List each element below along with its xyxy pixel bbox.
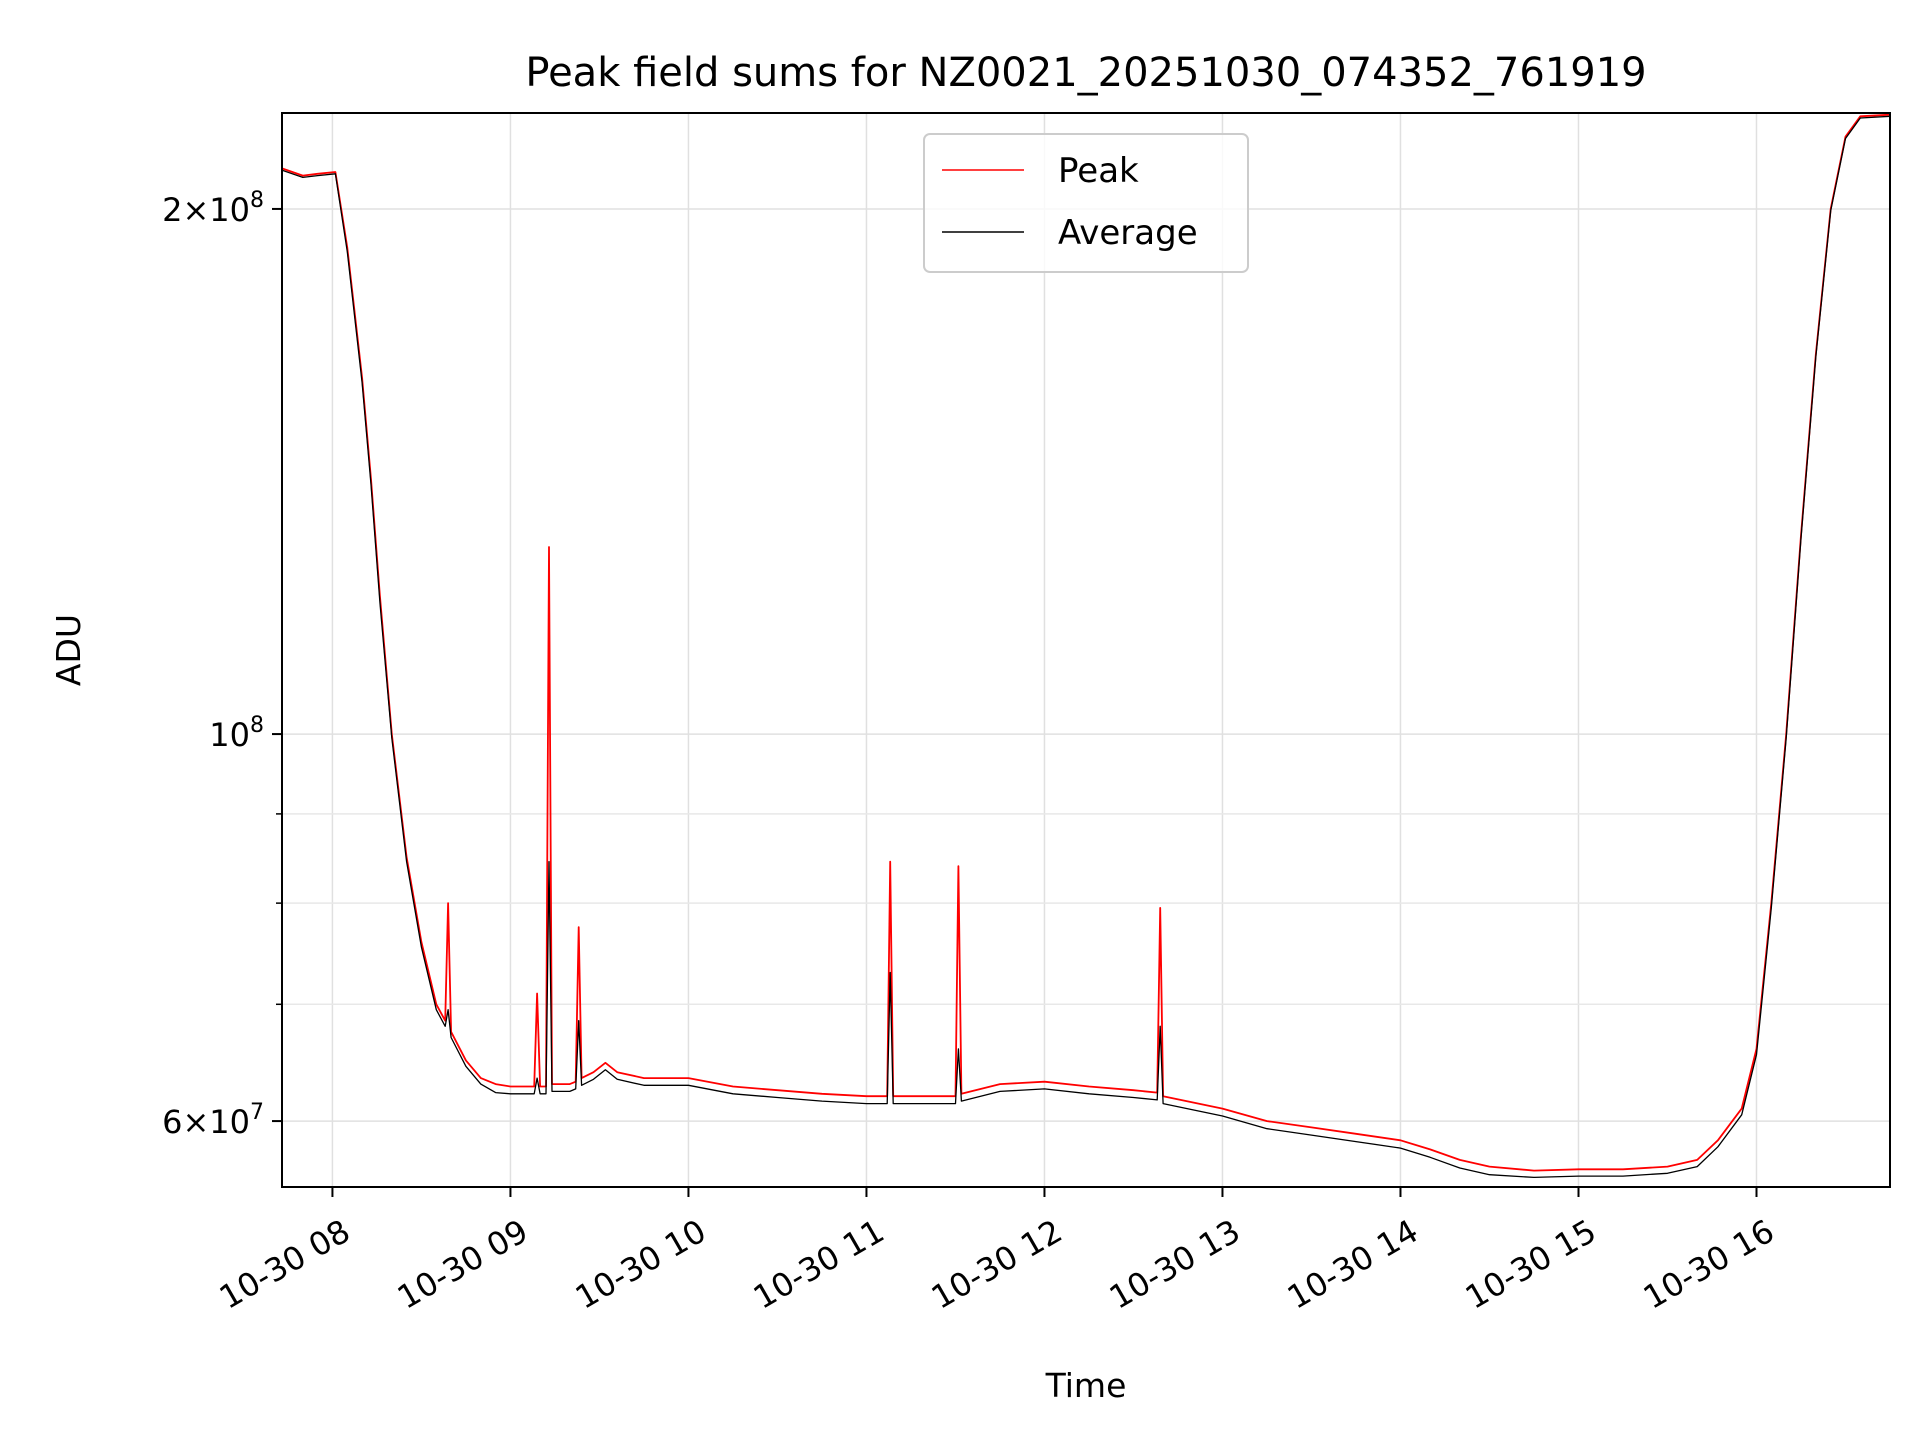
grid-lines [282,113,1890,1187]
y-axis-title: ADU [49,614,88,686]
legend-box [923,133,1249,273]
legend-label-average: Average [1058,213,1198,253]
legend-label-peak: Peak [1058,151,1139,191]
y-tick-label: 6×107 [162,1100,264,1141]
x-axis-title: Time [1045,1366,1127,1405]
series-line-average [282,115,1890,1179]
y-axis: 6×107 108 2×108 [162,188,282,1141]
axes-frame [281,112,1891,1188]
y-tick-label: 108 [209,713,264,754]
legend: Peak Average [923,133,1249,273]
y-tick-label: 2×108 [162,188,264,229]
chart-title: Peak field sums for NZ0021_20251030_0743… [525,50,1646,96]
series-line-peak [282,113,1890,1172]
plot-area [282,113,1890,1179]
